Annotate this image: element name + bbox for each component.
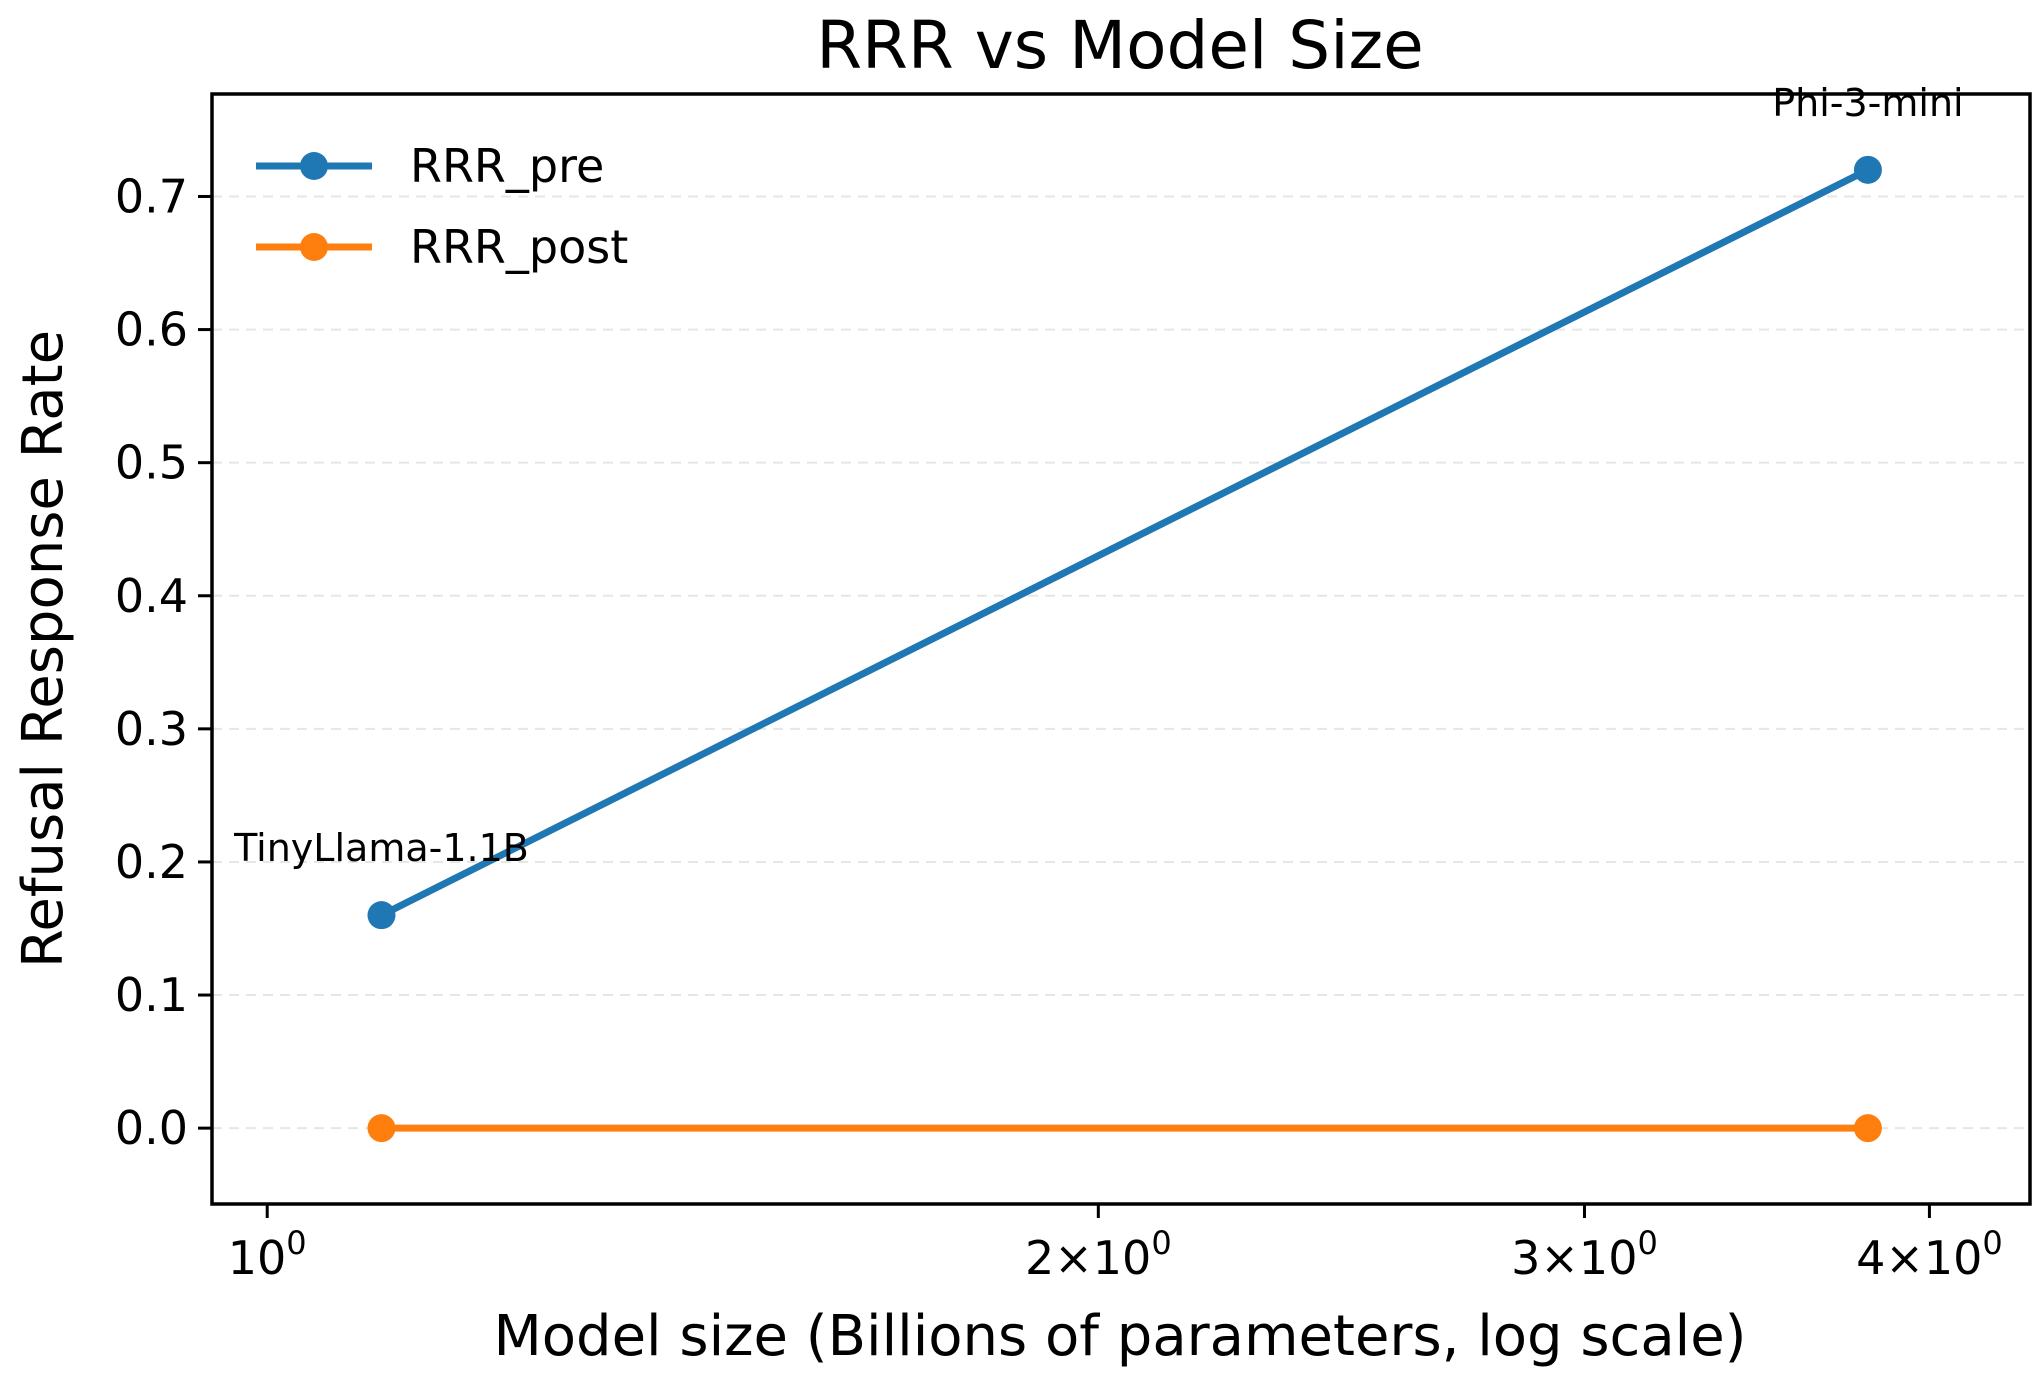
y-tick-label: 0.2 bbox=[115, 835, 188, 889]
legend-marker-RRR_pre bbox=[300, 152, 328, 180]
grid-lines bbox=[212, 195, 2030, 1130]
point-annotation: Phi-3-mini bbox=[1772, 81, 1963, 125]
y-axis: 0.0 0.1 0.2 0.3 0.4 0.5 0.6 0.7 bbox=[115, 169, 212, 1155]
point-annotation: TinyLlama-1.1B bbox=[233, 826, 529, 870]
legend: RRR_pre RRR_post bbox=[256, 139, 628, 274]
legend-marker-RRR_post bbox=[300, 233, 328, 261]
y-tick-label: 0.3 bbox=[115, 702, 188, 756]
data-point-RRR_post bbox=[367, 1114, 396, 1143]
y-tick-label: 0.6 bbox=[115, 303, 188, 357]
data-point-RRR_pre bbox=[1853, 155, 1882, 184]
legend-label-RRR_post: RRR_post bbox=[410, 220, 628, 274]
x-axis-label: Model size (Billions of parameters, log … bbox=[493, 1304, 1746, 1369]
series-layer bbox=[367, 155, 1882, 1143]
y-tick-label: 0.7 bbox=[115, 169, 188, 223]
x-axis: 100 2×100 3×100 4×100 bbox=[228, 1204, 2003, 1285]
plot-frame bbox=[210, 92, 2032, 1206]
y-tick-label: 0.1 bbox=[115, 968, 188, 1022]
y-tick-label: 0.5 bbox=[115, 436, 188, 490]
series-line-RRR_pre bbox=[379, 166, 1870, 919]
data-point-RRR_post bbox=[1853, 1114, 1882, 1143]
data-point-RRR_pre bbox=[367, 901, 396, 930]
y-tick-label: 0.0 bbox=[115, 1101, 188, 1155]
y-tick-label: 0.4 bbox=[115, 569, 188, 623]
x-tick-label: 4×100 bbox=[1856, 1224, 2003, 1285]
x-tick-label: 100 bbox=[228, 1224, 307, 1285]
chart-title: RRR vs Model Size bbox=[816, 7, 1424, 84]
x-tick-label: 3×100 bbox=[1511, 1224, 1658, 1285]
legend-label-RRR_pre: RRR_pre bbox=[410, 139, 604, 193]
x-tick-label: 2×100 bbox=[1025, 1224, 1172, 1285]
annotations: TinyLlama-1.1B Phi-3-mini bbox=[233, 81, 1963, 870]
y-axis-label: Refusal Response Rate bbox=[11, 330, 76, 968]
